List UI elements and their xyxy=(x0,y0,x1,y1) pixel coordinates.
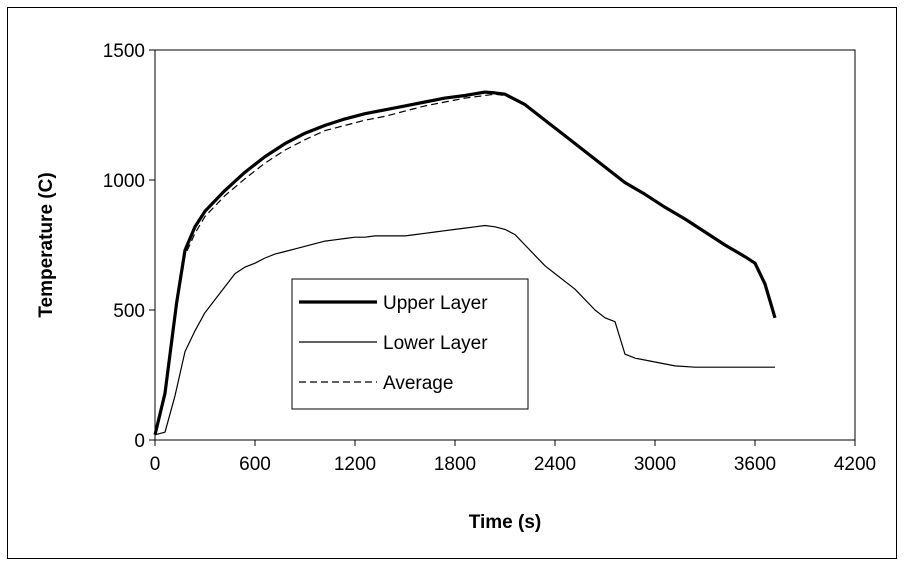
x-tick-label: 600 xyxy=(239,454,271,475)
series-line-lower-layer xyxy=(154,224,775,436)
x-tick-label: 4200 xyxy=(834,454,876,475)
x-tick-label: 3000 xyxy=(634,454,676,475)
x-tick-label: 2400 xyxy=(534,454,576,475)
axes-group: 0 600 1200 1800 2400 3000 3600 4200 0 500 1000 1500 xyxy=(103,41,876,475)
legend-label: Lower Layer xyxy=(383,333,488,354)
series-line-upper-layer xyxy=(153,90,777,436)
x-tick-label: 1200 xyxy=(334,454,376,475)
y-axis-title: Temperature (C) xyxy=(36,172,57,317)
y-tick-label: 500 xyxy=(113,301,145,322)
y-tick-label: 1500 xyxy=(103,41,145,62)
x-axis-title: Time (s) xyxy=(469,512,542,533)
x-tick-label: 3600 xyxy=(734,454,776,475)
x-tick-label: 0 xyxy=(150,454,161,475)
y-tick-label: 0 xyxy=(134,431,145,452)
y-tick-label: 1000 xyxy=(103,171,145,192)
legend-label: Average xyxy=(383,373,453,394)
series-group xyxy=(153,90,777,436)
plot-area-group xyxy=(154,49,856,441)
legend-label: Upper Layer xyxy=(383,293,488,314)
plot-area xyxy=(154,49,856,441)
legend: Upper Layer Lower Layer Average xyxy=(291,278,529,410)
chart-frame xyxy=(7,7,897,559)
x-tick-label: 1800 xyxy=(434,454,476,475)
series-line-average xyxy=(154,93,776,435)
